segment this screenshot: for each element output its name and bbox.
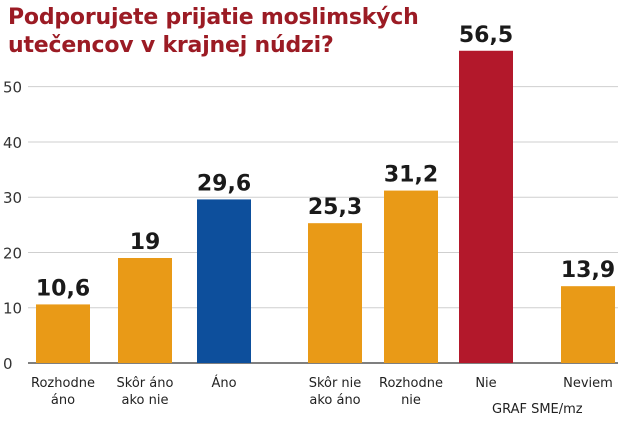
- data-label: 10,6: [36, 276, 90, 301]
- x-tick-label-line: ako áno: [309, 393, 360, 408]
- bar: [308, 223, 362, 363]
- x-tick-label: Neviem: [563, 376, 613, 391]
- bar: [384, 190, 438, 363]
- y-tick-label: 30: [3, 189, 22, 207]
- chart-title: Podporujete prijatie moslimských utečenc…: [8, 4, 428, 60]
- data-label: 25,3: [308, 195, 362, 220]
- y-axis: 0 10 20 30 40 50: [3, 79, 22, 373]
- bar: [459, 50, 513, 364]
- x-tick-label: Rozhodne áno: [31, 376, 95, 408]
- x-tick-label-line: Nie: [475, 376, 496, 391]
- y-tick-label: 40: [3, 134, 22, 152]
- x-tick-label: Skôr nie ako áno: [309, 376, 362, 408]
- bars: [36, 50, 615, 364]
- y-tick-label: 0: [3, 355, 13, 373]
- x-tick-label-line: Rozhodne: [31, 376, 95, 391]
- x-tick-label-line: Áno: [211, 375, 236, 391]
- x-tick-label: Nie: [475, 376, 496, 391]
- x-tick-label-line: áno: [51, 393, 75, 408]
- data-label: 31,2: [384, 163, 438, 188]
- y-tick-label: 10: [3, 300, 22, 318]
- data-label: 19: [130, 230, 161, 255]
- data-label: 56,5: [459, 23, 513, 48]
- bar: [36, 304, 90, 363]
- data-label: 13,9: [561, 258, 615, 283]
- data-label: 29,6: [197, 171, 251, 196]
- x-tick-label: Skôr áno ako nie: [117, 376, 174, 408]
- x-tick-label: Áno: [211, 375, 236, 391]
- bar: [197, 199, 251, 363]
- x-tick-label-line: Skôr nie: [309, 376, 362, 391]
- bar: [561, 286, 615, 363]
- y-tick-label: 20: [3, 244, 22, 262]
- x-tick-label: Rozhodne nie: [379, 376, 443, 408]
- x-tick-label-line: Rozhodne: [379, 376, 443, 391]
- value-labels: 10,6 19 29,6 25,3 31,2 56,5 13,9: [36, 23, 615, 302]
- bar: [118, 258, 172, 363]
- chart-title-line-2: utečencov v krajnej núdzi?: [8, 33, 334, 58]
- x-tick-label-line: nie: [401, 393, 421, 408]
- x-tick-label-line: ako nie: [122, 393, 169, 408]
- category-labels: Rozhodne áno Skôr áno ako nie Áno Skôr nie ako…: [31, 375, 613, 408]
- source-credit: GRAF SME/mz: [492, 402, 583, 417]
- chart-title-line-1: Podporujete prijatie moslimských: [8, 5, 419, 30]
- x-tick-label-line: Neviem: [563, 376, 613, 391]
- y-tick-label: 50: [3, 79, 22, 97]
- x-tick-label-line: Skôr áno: [117, 376, 174, 391]
